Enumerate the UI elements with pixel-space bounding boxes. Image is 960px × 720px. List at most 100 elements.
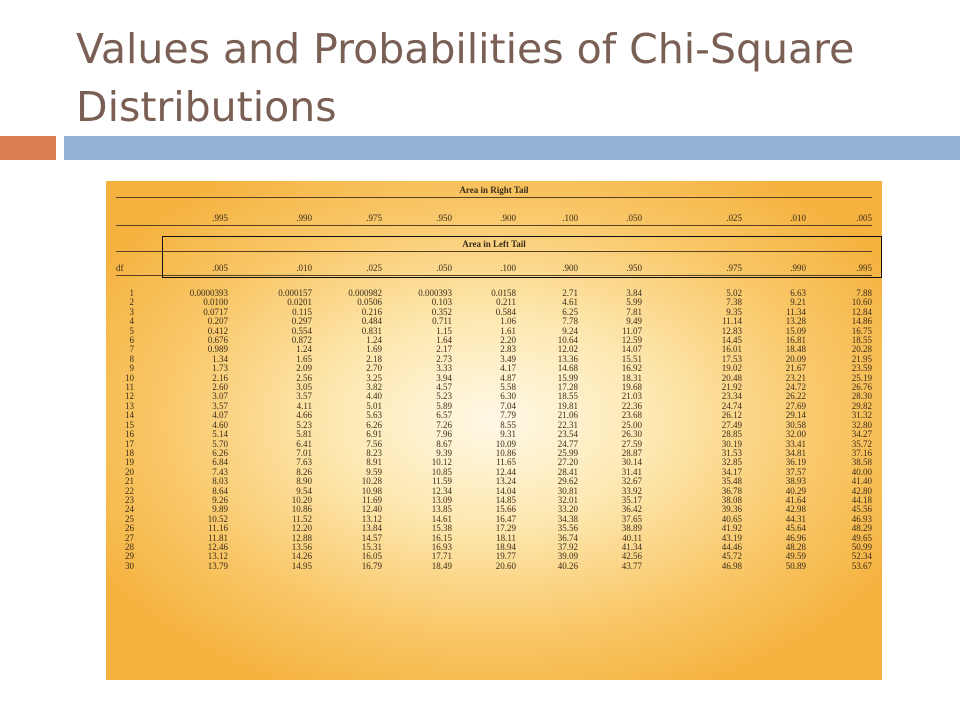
chi-square-value-cell: 26.76 xyxy=(851,382,872,393)
df-cell: 22 xyxy=(125,485,134,496)
chi-square-value-cell: 43.77 xyxy=(621,560,642,571)
chi-square-value-cell: 20.28 xyxy=(851,344,872,355)
chi-square-value-cell: 15.99 xyxy=(557,372,578,383)
chi-square-value-cell: 8.23 xyxy=(366,447,382,458)
chi-square-value-cell: 2.60 xyxy=(212,382,228,393)
table-row: 7 0.989 1.24 1.69 2.17 2.83 12.02 14.07 16.01 18.… xyxy=(116,344,873,355)
df-cell: 30 xyxy=(125,560,134,571)
chi-square-value-cell: 19.68 xyxy=(621,382,642,393)
chi-square-value-cell: 26.30 xyxy=(621,429,642,440)
chi-square-value-cell: 3.07 xyxy=(212,391,228,402)
chi-square-value-cell: 0.711 xyxy=(432,316,452,327)
chi-square-value-cell: 36.74 xyxy=(557,532,578,543)
df-cell: 29 xyxy=(125,551,134,562)
chi-square-value-cell: 5.89 xyxy=(436,400,452,411)
right-tail-prob-0: .995 xyxy=(212,213,228,223)
chi-square-value-cell: 1.65 xyxy=(296,353,312,364)
chi-square-value-cell: 1.34 xyxy=(212,353,228,364)
chi-square-value-cell: 2.70 xyxy=(366,363,382,374)
table-row: 19 6.84 7.63 8.91 10.12 11.65 27.20 30.14 32.85 3… xyxy=(116,457,872,468)
chi-square-value-cell: 7.56 xyxy=(366,438,382,449)
chi-square-value-cell: 1.24 xyxy=(366,335,382,346)
df-cell: 10 xyxy=(125,372,134,383)
df-cell: 7 xyxy=(129,344,135,355)
chi-square-value-cell: 5.23 xyxy=(436,391,452,402)
table-row: 12 3.07 3.57 4.40 5.23 6.30 18.55 21.03 23.34 26.… xyxy=(116,391,872,402)
table-row: 8 1.34 1.65 2.18 2.73 3.49 13.36 15.51 17.53 20.0… xyxy=(116,353,873,364)
chi-square-value-cell: 17.29 xyxy=(495,523,516,534)
chi-square-value-cell: 45.56 xyxy=(851,504,872,515)
chi-square-value-cell: 18.94 xyxy=(495,541,516,552)
chi-square-value-cell: 1.06 xyxy=(500,316,516,327)
chi-square-value-cell: 11.16 xyxy=(208,523,228,534)
chi-square-value-cell: 17.71 xyxy=(431,551,452,562)
chi-square-value-cell: 10.60 xyxy=(851,297,872,308)
chi-square-value-cell: 8.64 xyxy=(212,485,228,496)
table-row: 9 1.73 2.09 2.70 3.33 4.17 14.68 16.92 19.02 21.6… xyxy=(116,363,873,374)
chi-square-value-cell: 5.70 xyxy=(212,438,228,449)
right-tail-prob-8: .010 xyxy=(790,213,806,223)
chi-square-value-cell: 7.79 xyxy=(500,410,516,421)
chi-square-value-cell: 29.82 xyxy=(851,400,872,411)
chi-square-value-cell: 16.01 xyxy=(721,344,742,355)
left-tail-prob-9: .995 xyxy=(856,263,872,273)
df-cell: 5 xyxy=(129,325,135,336)
chi-square-value-cell: 21.03 xyxy=(621,391,642,402)
chi-square-value-cell: 18.11 xyxy=(496,532,516,543)
chi-square-value-cell: 7.88 xyxy=(856,288,872,298)
chi-square-value-cell: 37.16 xyxy=(851,447,872,458)
chi-square-value-cell: 3.05 xyxy=(296,382,312,393)
left-tail-heading: Area in Left Tail xyxy=(462,239,526,249)
chi-square-value-cell: 9.31 xyxy=(500,429,516,440)
chi-square-value-cell: 52.34 xyxy=(851,551,872,562)
accent-bar-blue xyxy=(64,136,960,160)
chi-square-value-cell: 17.28 xyxy=(557,382,578,393)
chi-square-value-cell: 31.41 xyxy=(621,466,642,477)
divider xyxy=(116,251,872,252)
chi-square-value-cell: 15.09 xyxy=(785,325,806,336)
right-tail-heading: Area in Right Tail xyxy=(459,185,529,195)
chi-square-value-cell: 0.484 xyxy=(361,316,382,327)
chi-square-value-cell: 12.83 xyxy=(721,325,742,336)
chi-square-value-cell: 45.72 xyxy=(721,551,742,562)
chi-square-value-cell: 8.55 xyxy=(500,419,516,430)
chi-square-value-cell: 5.81 xyxy=(296,429,312,440)
chi-square-value-cell: 8.26 xyxy=(296,466,312,477)
chi-square-value-cell: 32.01 xyxy=(557,494,578,505)
chi-square-value-cell: 32.67 xyxy=(621,476,642,487)
chi-square-value-cell: 7.81 xyxy=(626,306,642,317)
chi-square-value-cell: 2.56 xyxy=(296,372,312,383)
chi-square-value-cell: 4.57 xyxy=(436,382,452,393)
slide-title: Values and Probabilities of Chi-Square D… xyxy=(76,25,855,131)
chi-square-value-cell: 2.83 xyxy=(500,344,516,355)
chi-square-value-cell: 13.56 xyxy=(291,541,312,552)
table-row: 23 9.26 10.20 11.69 13.09 14.85 32.01 35.17 38.0… xyxy=(116,494,872,505)
chi-square-value-cell: 10.28 xyxy=(361,476,382,487)
chi-square-value-cell: 27.20 xyxy=(557,457,578,468)
table-row: 14 4.07 4.66 5.63 6.57 7.79 21.06 23.68 26.12 29.… xyxy=(116,410,872,421)
chi-square-value-cell: 3.84 xyxy=(626,288,642,298)
chi-square-value-cell: 5.01 xyxy=(366,400,382,411)
df-cell: 23 xyxy=(125,494,134,505)
chi-square-value-cell: 12.46 xyxy=(207,541,228,552)
chi-square-value-cell: 23.59 xyxy=(851,363,872,374)
chi-square-value-cell: 12.02 xyxy=(557,344,578,355)
chi-square-value-cell: 39.36 xyxy=(721,504,742,515)
chi-square-value-cell: 2.71 xyxy=(562,288,578,298)
chi-square-value-cell: 37.65 xyxy=(621,513,642,524)
chi-square-value-cell: 14.95 xyxy=(291,560,312,571)
chi-square-value-cell: 16.93 xyxy=(431,541,452,552)
chi-square-value-cell: 44.31 xyxy=(785,513,806,524)
chi-square-value-cell: 1.64 xyxy=(436,335,452,346)
chi-square-value-cell: 21.95 xyxy=(851,353,872,364)
chi-square-value-cell: 1.61 xyxy=(500,325,516,336)
df-cell: 16 xyxy=(125,429,134,440)
chi-square-value-cell: 5.63 xyxy=(366,410,382,421)
chi-square-value-cell: 23.68 xyxy=(621,410,642,421)
left-tail-prob-6: .950 xyxy=(626,263,642,273)
right-tail-prob-6: .050 xyxy=(626,213,642,223)
chi-square-value-cell: 14.45 xyxy=(721,335,742,346)
chi-square-value-cell: 41.64 xyxy=(785,494,806,505)
chi-square-value-cell: 0.831 xyxy=(361,325,382,336)
chi-square-value-cell: 19.02 xyxy=(721,363,742,374)
